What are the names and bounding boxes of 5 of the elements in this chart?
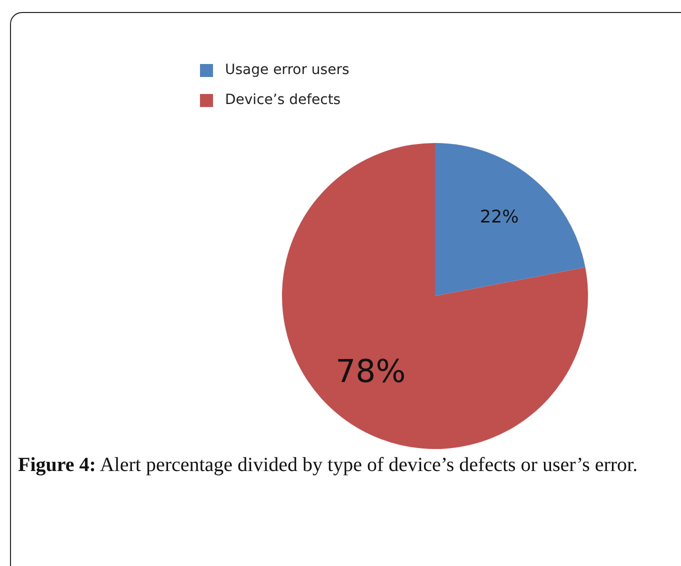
legend-label: Device’s defects (225, 92, 341, 108)
caption: Figure 4: Alert percentage divided by type of device’s defects or user’s error. (18, 453, 639, 478)
legend-label: Usage error users (225, 62, 350, 78)
data-label: 78% (336, 354, 406, 390)
data-label: 22% (480, 208, 519, 228)
